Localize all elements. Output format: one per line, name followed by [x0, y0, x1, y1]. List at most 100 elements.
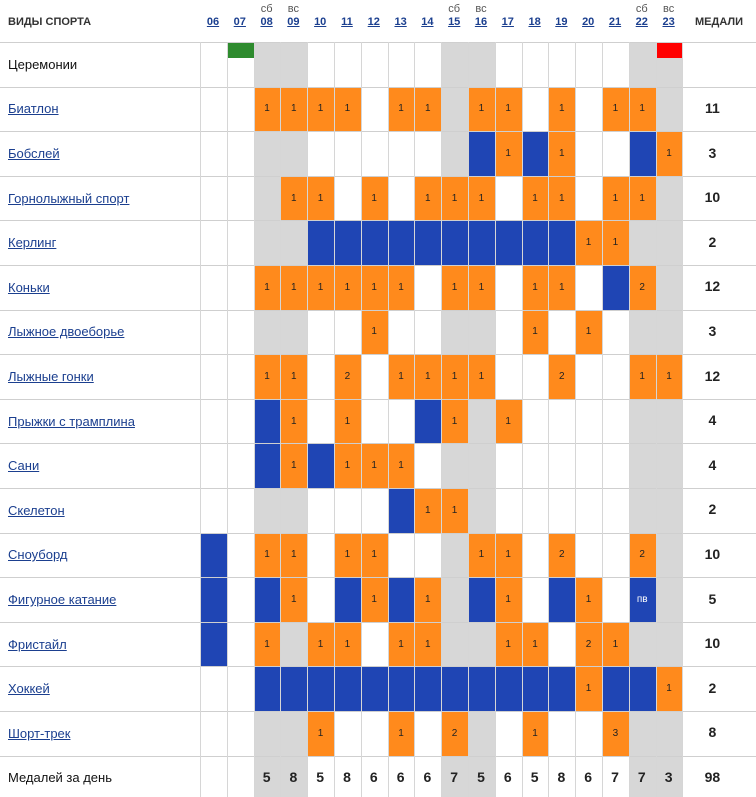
day-link-13[interactable]: 13: [394, 16, 407, 28]
medal-event-cell[interactable]: 1: [334, 265, 361, 310]
medal-event-cell[interactable]: 1: [414, 621, 442, 667]
event-day-cell[interactable]: [494, 666, 522, 711]
medal-event-cell[interactable]: 1: [280, 175, 308, 221]
sport-row-label[interactable]: Шорт-трек: [0, 711, 200, 756]
event-day-cell[interactable]: [253, 577, 281, 622]
medal-event-cell[interactable]: 1: [360, 577, 388, 622]
medal-event-cell[interactable]: 1: [521, 175, 549, 221]
medal-event-cell[interactable]: 1: [334, 398, 361, 444]
medal-event-cell[interactable]: 1: [280, 398, 308, 444]
event-day-cell[interactable]: [548, 666, 576, 711]
event-day-cell[interactable]: [414, 220, 442, 265]
medal-event-cell[interactable]: 1: [628, 354, 656, 399]
medal-event-cell[interactable]: 1: [253, 86, 281, 132]
medal-event-cell[interactable]: 1: [307, 175, 334, 221]
day-link-14[interactable]: 14: [421, 16, 434, 28]
event-day-cell[interactable]: [468, 131, 495, 176]
medal-event-cell[interactable]: 1: [307, 711, 334, 756]
medal-event-cell[interactable]: 1: [628, 175, 656, 221]
sport-link[interactable]: Сани: [8, 458, 40, 474]
medal-event-cell[interactable]: 1: [360, 175, 388, 221]
medal-event-cell[interactable]: 2: [628, 265, 656, 310]
medal-event-cell[interactable]: 1: [494, 532, 522, 578]
sport-link[interactable]: Фристайл: [8, 636, 67, 652]
medal-event-cell[interactable]: 1: [441, 354, 468, 399]
sport-link[interactable]: Лыжное двоеборье: [8, 324, 125, 340]
medal-event-cell[interactable]: 1: [307, 621, 334, 667]
event-day-cell[interactable]: [334, 220, 361, 265]
event-day-cell[interactable]: [628, 131, 656, 176]
event-day-cell[interactable]: [253, 443, 281, 488]
day-link-08[interactable]: 08: [260, 16, 273, 28]
medal-event-cell[interactable]: 1: [441, 175, 468, 221]
medal-event-cell[interactable]: 1: [494, 577, 522, 622]
medal-event-cell[interactable]: 1: [602, 175, 629, 221]
medal-event-cell[interactable]: 1: [494, 86, 522, 132]
sport-row-label[interactable]: Керлинг: [0, 220, 200, 265]
event-day-cell[interactable]: [602, 265, 629, 310]
event-day-cell[interactable]: [200, 577, 227, 622]
event-day-cell[interactable]: [468, 220, 495, 265]
event-day-cell[interactable]: [521, 220, 549, 265]
event-day-cell[interactable]: [307, 220, 334, 265]
medal-event-cell[interactable]: 1: [360, 443, 388, 488]
medal-event-cell[interactable]: 1: [387, 443, 415, 488]
medal-event-cell[interactable]: 1: [628, 86, 656, 132]
medal-event-cell[interactable]: 1: [334, 443, 361, 488]
medal-event-cell[interactable]: 1: [521, 711, 549, 756]
sport-row-label[interactable]: Фристайл: [0, 622, 200, 667]
medal-event-cell[interactable]: 1: [414, 175, 442, 221]
event-day-cell[interactable]: [200, 532, 227, 578]
medal-event-cell[interactable]: 1: [334, 621, 361, 667]
event-day-cell[interactable]: [441, 220, 468, 265]
sport-link[interactable]: Шорт-трек: [8, 725, 71, 741]
medal-event-cell[interactable]: 1: [387, 711, 415, 756]
medal-event-cell[interactable]: 1: [602, 621, 629, 667]
medal-event-cell[interactable]: 1: [253, 354, 281, 399]
medal-event-cell[interactable]: 1: [494, 398, 522, 444]
event-day-cell[interactable]: [602, 666, 629, 711]
medal-event-cell[interactable]: 2: [575, 621, 602, 667]
medal-event-cell[interactable]: 1: [468, 86, 495, 132]
sport-row-label[interactable]: Сноуборд: [0, 533, 200, 578]
medal-event-cell[interactable]: 1: [548, 86, 576, 132]
day-link-10[interactable]: 10: [314, 16, 327, 28]
day-link-07[interactable]: 07: [233, 16, 246, 28]
event-day-cell[interactable]: [414, 666, 442, 711]
medal-event-cell[interactable]: 1: [280, 265, 308, 310]
event-day-cell[interactable]: [280, 666, 308, 711]
event-day-cell[interactable]: [307, 666, 334, 711]
event-day-cell[interactable]: [387, 220, 415, 265]
day-link-19[interactable]: 19: [555, 16, 568, 28]
medal-event-cell[interactable]: 1: [360, 532, 388, 578]
medal-event-cell[interactable]: 1: [468, 354, 495, 399]
medal-event-cell[interactable]: 1: [307, 265, 334, 310]
event-day-cell[interactable]: [414, 398, 442, 444]
medal-event-cell[interactable]: 2: [441, 711, 468, 756]
sport-row-label[interactable]: Биатлон: [0, 87, 200, 132]
sport-link[interactable]: Фигурное катание: [8, 591, 117, 607]
event-day-cell[interactable]: [253, 666, 281, 711]
sport-link[interactable]: Лыжные гонки: [8, 368, 94, 384]
medal-event-cell[interactable]: 1: [253, 532, 281, 578]
sport-link[interactable]: Биатлон: [8, 101, 59, 117]
medal-event-cell[interactable]: 2: [334, 354, 361, 399]
medal-event-cell[interactable]: 1: [441, 398, 468, 444]
day-link-22[interactable]: 22: [635, 16, 648, 28]
medal-event-cell[interactable]: 1: [655, 666, 683, 711]
day-link-16[interactable]: 16: [474, 16, 488, 28]
day-link-11[interactable]: 11: [341, 16, 353, 28]
medal-event-cell[interactable]: 1: [280, 354, 308, 399]
day-link-18[interactable]: 18: [528, 16, 541, 28]
event-day-cell[interactable]: [628, 666, 656, 711]
medal-event-cell[interactable]: 1: [387, 621, 415, 667]
medal-event-cell[interactable]: 1: [602, 220, 629, 265]
event-day-cell[interactable]: [468, 577, 495, 622]
medal-event-cell[interactable]: 1: [468, 175, 495, 221]
medal-event-cell[interactable]: 1: [575, 666, 602, 711]
sport-row-label[interactable]: Коньки: [0, 265, 200, 310]
event-day-cell[interactable]: [307, 443, 334, 488]
event-day-cell[interactable]: [334, 577, 361, 622]
sport-row-label[interactable]: Сани: [0, 443, 200, 488]
sport-link[interactable]: Керлинг: [8, 235, 57, 251]
